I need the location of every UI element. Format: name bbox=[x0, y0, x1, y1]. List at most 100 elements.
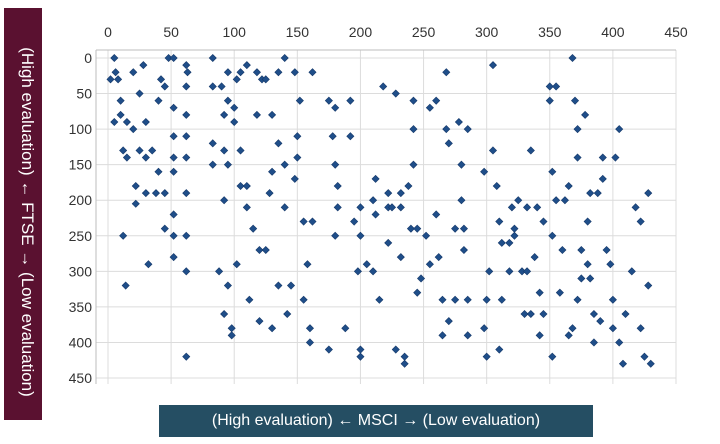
data-point bbox=[409, 160, 418, 169]
data-point bbox=[492, 181, 501, 191]
data-point bbox=[220, 110, 229, 119]
data-point bbox=[482, 352, 491, 361]
x-tick-label: 450 bbox=[664, 24, 688, 40]
data-point bbox=[111, 68, 120, 77]
data-point bbox=[122, 153, 131, 162]
data-point bbox=[530, 253, 539, 262]
data-point bbox=[539, 309, 548, 319]
data-point bbox=[328, 132, 337, 141]
data-point bbox=[236, 181, 245, 191]
data-point bbox=[640, 352, 649, 361]
data-point bbox=[510, 231, 519, 240]
data-point bbox=[135, 146, 144, 155]
data-point bbox=[183, 68, 192, 77]
data-point bbox=[208, 53, 217, 63]
tick-labels: 0 50 100 150 200 250 300 350 400 450 0 50 100 150 200 2… bbox=[69, 24, 688, 386]
data-point bbox=[400, 359, 409, 368]
data-point bbox=[293, 153, 302, 162]
data-point bbox=[514, 196, 523, 205]
data-point bbox=[391, 345, 400, 354]
data-point bbox=[230, 103, 239, 112]
data-point bbox=[463, 295, 472, 304]
data-point bbox=[434, 253, 443, 262]
data-point bbox=[299, 217, 308, 226]
data-point bbox=[606, 260, 615, 269]
data-point bbox=[583, 217, 592, 226]
data-point bbox=[442, 68, 451, 77]
x-tick-label: 50 bbox=[163, 24, 179, 40]
data-point bbox=[558, 245, 567, 255]
data-point bbox=[331, 103, 340, 112]
data-point bbox=[523, 203, 532, 212]
data-point bbox=[268, 167, 277, 176]
data-point bbox=[182, 132, 191, 141]
data-point bbox=[293, 132, 302, 141]
data-point bbox=[497, 238, 506, 247]
data-point bbox=[520, 309, 529, 319]
y-tick-label: 50 bbox=[76, 86, 92, 102]
y-tick-label: 400 bbox=[69, 334, 93, 350]
data-point bbox=[156, 75, 166, 84]
data-point bbox=[577, 274, 586, 283]
data-point bbox=[371, 210, 380, 219]
data-point bbox=[409, 96, 418, 105]
data-point bbox=[299, 295, 308, 304]
data-point bbox=[182, 61, 191, 70]
x-tick-label: 250 bbox=[412, 24, 436, 40]
data-point bbox=[303, 260, 312, 269]
data-point bbox=[526, 146, 535, 155]
data-point bbox=[535, 331, 544, 340]
data-point bbox=[404, 181, 413, 191]
data-point bbox=[154, 96, 163, 105]
data-point bbox=[154, 167, 163, 176]
data-point bbox=[290, 68, 299, 77]
x-tick-label: 200 bbox=[349, 24, 373, 40]
data-point bbox=[119, 231, 128, 240]
data-point bbox=[346, 96, 355, 105]
data-point bbox=[523, 267, 532, 276]
data-point bbox=[308, 217, 317, 226]
data-point bbox=[548, 167, 557, 176]
data-point bbox=[482, 295, 491, 304]
data-point bbox=[295, 96, 304, 105]
data-point bbox=[286, 281, 296, 290]
y-tick-label: 100 bbox=[69, 121, 93, 137]
data-point bbox=[114, 75, 123, 84]
data-points bbox=[106, 53, 655, 368]
data-point bbox=[391, 89, 400, 98]
data-point bbox=[230, 117, 239, 127]
data-point bbox=[131, 199, 140, 208]
y-tick-label: 350 bbox=[69, 299, 93, 315]
data-point bbox=[141, 117, 150, 127]
data-point bbox=[444, 317, 453, 326]
data-point bbox=[457, 196, 466, 205]
data-point bbox=[646, 359, 655, 368]
data-point bbox=[252, 110, 261, 119]
x-axis-label-box: (High evaluation) ← MSCI → (Low evaluati… bbox=[159, 405, 593, 437]
data-point bbox=[144, 260, 153, 269]
data-point bbox=[356, 231, 365, 240]
data-point bbox=[564, 331, 573, 340]
x-tick-label: 400 bbox=[601, 24, 625, 40]
data-point bbox=[432, 96, 441, 105]
data-point bbox=[454, 117, 463, 127]
data-point bbox=[510, 224, 519, 233]
data-point bbox=[160, 189, 169, 198]
data-point bbox=[488, 146, 498, 155]
data-point bbox=[548, 352, 557, 361]
data-point bbox=[151, 189, 160, 198]
grid bbox=[96, 50, 677, 384]
data-point bbox=[545, 82, 554, 91]
data-point bbox=[169, 253, 178, 262]
data-point bbox=[242, 203, 251, 212]
data-point bbox=[568, 53, 577, 63]
y-tick-label: 250 bbox=[69, 228, 93, 244]
data-point bbox=[438, 295, 447, 304]
data-point bbox=[141, 189, 150, 198]
data-point bbox=[208, 160, 217, 169]
x-tick-label: 150 bbox=[286, 24, 310, 40]
data-point bbox=[644, 281, 653, 290]
data-point bbox=[182, 189, 191, 198]
data-point bbox=[353, 267, 362, 276]
data-point bbox=[369, 267, 378, 276]
